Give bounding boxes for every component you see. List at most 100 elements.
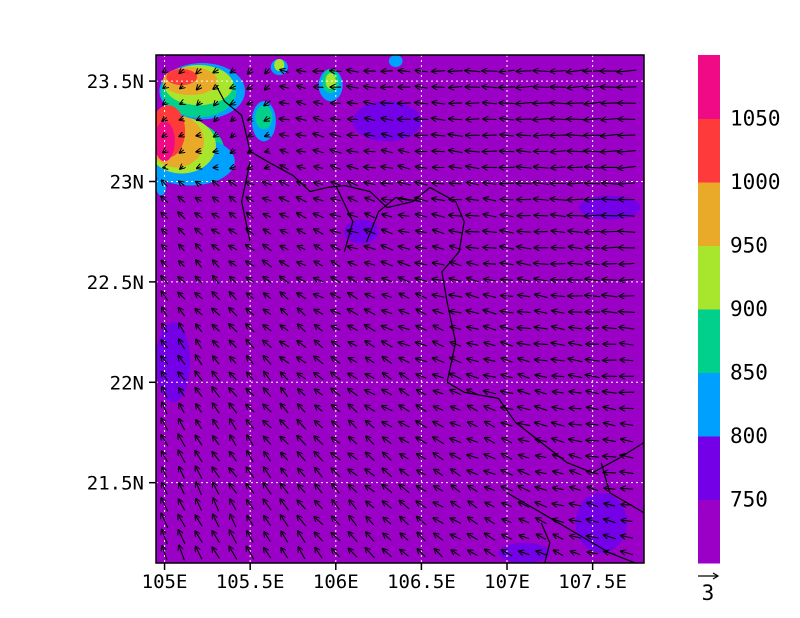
wind-vector	[162, 307, 168, 317]
wind-vector	[264, 229, 272, 235]
wind-vector	[518, 407, 531, 410]
wind-vector	[618, 166, 636, 168]
wind-vector	[365, 135, 376, 137]
wind-vector	[567, 119, 584, 120]
wind-vector	[365, 486, 375, 493]
wind-vector	[433, 341, 445, 348]
wind-vector	[382, 71, 393, 72]
wind-vector	[281, 404, 289, 414]
wind-vector	[416, 421, 428, 429]
wind-vector	[551, 199, 567, 201]
wind-vector	[584, 151, 602, 152]
wind-vector	[570, 455, 582, 459]
wind-vector	[231, 102, 236, 105]
wind-vector	[383, 453, 392, 461]
wind-vector	[231, 70, 236, 73]
wind-vector	[553, 519, 565, 523]
wind-vector	[621, 536, 633, 539]
wind-vector	[399, 246, 410, 249]
wind-vector	[534, 344, 549, 345]
wind-vector	[586, 247, 600, 248]
wind-vector	[449, 87, 463, 88]
wind-vector	[230, 213, 237, 219]
wind-vector	[499, 103, 515, 104]
wind-vector	[178, 277, 186, 284]
wind-vector	[247, 516, 254, 527]
wind-vector	[195, 213, 203, 219]
wind-vector	[483, 103, 497, 104]
contour-patch	[166, 69, 198, 86]
colorbar-segment	[698, 372, 720, 437]
wind-vector	[213, 341, 220, 348]
wind-vector	[400, 517, 409, 526]
wind-vector	[179, 181, 185, 185]
wind-vector	[230, 452, 237, 462]
wind-vector	[519, 519, 530, 523]
wind-vector	[502, 454, 513, 460]
y-axis: 21.5N 22N 22.5N 23N 23.5N	[87, 71, 156, 495]
wind-vector	[315, 325, 323, 332]
wind-vector	[246, 405, 255, 413]
wind-vector	[500, 326, 514, 329]
wind-vector	[536, 471, 547, 473]
wind-vector	[398, 262, 411, 267]
wind-vector	[179, 388, 186, 397]
wind-vector	[161, 291, 169, 301]
wind-vector	[263, 483, 272, 495]
wind-vector	[178, 451, 186, 463]
wind-vector	[568, 199, 584, 200]
wind-vector	[518, 278, 531, 281]
wind-vector	[517, 262, 532, 265]
wind-vector	[162, 387, 168, 398]
wind-vector	[435, 549, 443, 558]
colorbar-segment	[698, 245, 720, 310]
wind-vector	[501, 215, 514, 217]
wind-vector	[331, 199, 341, 201]
wind-vector	[399, 358, 410, 364]
wind-vector	[297, 86, 307, 89]
x-tick-label: 105.5E	[216, 571, 285, 593]
wind-vector	[415, 86, 428, 88]
wind-vector	[483, 151, 498, 152]
wind-vector	[485, 438, 496, 444]
wind-vector	[568, 167, 583, 168]
wind-vector	[450, 278, 462, 281]
wind-vector	[534, 199, 549, 201]
wind-vector	[499, 70, 515, 72]
wind-vector	[468, 486, 478, 493]
wind-vector	[179, 261, 185, 267]
wind-vector	[213, 436, 220, 446]
wind-vector	[533, 119, 550, 120]
wind-vector	[231, 118, 235, 121]
wind-vector	[248, 118, 253, 120]
wind-vector	[212, 309, 221, 316]
wind-vector	[264, 452, 271, 462]
wind-vector	[466, 215, 480, 216]
wind-vector	[467, 262, 479, 265]
wind-vector	[297, 102, 307, 105]
wind-vector	[162, 403, 168, 415]
wind-vector	[400, 454, 409, 460]
wind-vector	[381, 167, 394, 169]
wind-vector	[263, 277, 272, 284]
wind-vector	[400, 389, 410, 397]
wind-vector	[366, 421, 375, 429]
wind-vector	[247, 85, 254, 89]
wind-vector	[180, 86, 183, 89]
wind-vector	[501, 375, 513, 378]
wind-vector	[366, 532, 375, 542]
wind-vector	[195, 228, 203, 236]
wind-vector	[533, 103, 550, 104]
wind-vector	[432, 87, 445, 88]
wind-vector	[484, 198, 497, 201]
x-axis: 105E 105.5E 106E 106.5E 107E 107.5E	[142, 563, 627, 593]
wind-vector	[501, 263, 514, 265]
wind-vector	[366, 453, 375, 461]
wind-vector	[298, 547, 306, 560]
wind-vector	[298, 452, 306, 462]
wind-vector	[161, 435, 169, 447]
x-tick-label: 107.5E	[558, 571, 627, 593]
wind-vector	[348, 247, 359, 250]
wind-vector	[484, 326, 497, 331]
wind-vector	[432, 71, 446, 72]
